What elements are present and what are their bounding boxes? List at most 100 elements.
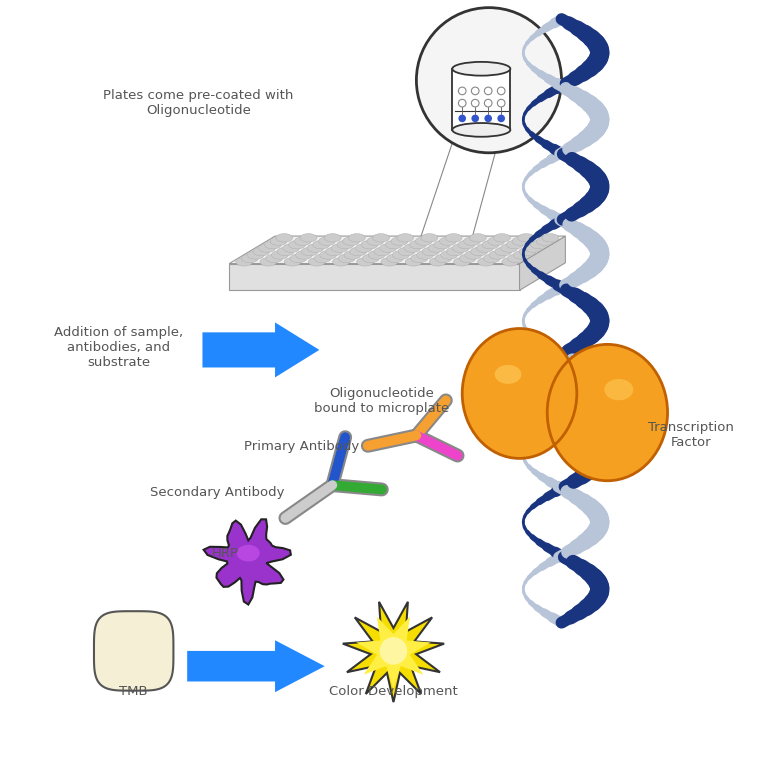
Ellipse shape: [319, 237, 335, 245]
Ellipse shape: [495, 365, 521, 384]
Ellipse shape: [429, 257, 446, 266]
Text: Primary Antibody: Primary Antibody: [244, 440, 359, 454]
Ellipse shape: [355, 244, 372, 252]
Ellipse shape: [338, 254, 355, 263]
Polygon shape: [520, 236, 565, 290]
Ellipse shape: [393, 251, 410, 259]
Ellipse shape: [452, 62, 510, 76]
Ellipse shape: [350, 248, 367, 256]
Ellipse shape: [484, 254, 500, 263]
Text: TMB: TMB: [119, 685, 148, 698]
Ellipse shape: [507, 241, 523, 249]
Ellipse shape: [512, 237, 529, 245]
Ellipse shape: [452, 244, 469, 252]
Ellipse shape: [237, 545, 260, 562]
Ellipse shape: [397, 234, 413, 242]
Ellipse shape: [348, 234, 365, 242]
Ellipse shape: [260, 257, 277, 266]
Ellipse shape: [454, 257, 471, 266]
Text: Oligonucleotide
bound to microplate: Oligonucleotide bound to microplate: [314, 387, 450, 415]
Ellipse shape: [411, 254, 428, 263]
Ellipse shape: [404, 244, 421, 252]
Ellipse shape: [284, 257, 301, 266]
Ellipse shape: [332, 244, 348, 252]
Ellipse shape: [270, 237, 287, 245]
Ellipse shape: [441, 251, 458, 259]
Ellipse shape: [398, 248, 415, 256]
Ellipse shape: [518, 234, 535, 242]
Ellipse shape: [462, 329, 577, 458]
Polygon shape: [94, 611, 173, 691]
Ellipse shape: [410, 241, 426, 249]
Ellipse shape: [373, 234, 390, 242]
Ellipse shape: [482, 241, 499, 249]
Ellipse shape: [296, 251, 312, 259]
Ellipse shape: [439, 237, 456, 245]
Text: Secondary Antibody: Secondary Antibody: [151, 486, 285, 500]
Circle shape: [471, 115, 479, 122]
Ellipse shape: [452, 123, 510, 137]
Ellipse shape: [277, 248, 294, 256]
Ellipse shape: [488, 237, 505, 245]
Circle shape: [497, 115, 505, 122]
Ellipse shape: [416, 237, 432, 245]
Ellipse shape: [495, 248, 512, 256]
Text: HRP: HRP: [212, 547, 239, 561]
Ellipse shape: [236, 257, 253, 266]
Ellipse shape: [314, 254, 331, 263]
Ellipse shape: [357, 257, 374, 266]
Circle shape: [416, 8, 562, 153]
Ellipse shape: [471, 248, 487, 256]
Ellipse shape: [290, 254, 306, 263]
Ellipse shape: [464, 237, 481, 245]
Ellipse shape: [422, 248, 439, 256]
Ellipse shape: [478, 257, 494, 266]
Ellipse shape: [446, 248, 463, 256]
Ellipse shape: [494, 234, 510, 242]
Ellipse shape: [294, 237, 311, 245]
Ellipse shape: [536, 237, 553, 245]
Circle shape: [484, 115, 492, 122]
Polygon shape: [452, 69, 510, 130]
Ellipse shape: [367, 237, 384, 245]
Text: Addition of sample,
antibodies, and
substrate: Addition of sample, antibodies, and subs…: [53, 326, 183, 369]
Ellipse shape: [362, 254, 379, 263]
Polygon shape: [204, 520, 291, 604]
Ellipse shape: [259, 244, 276, 252]
Ellipse shape: [435, 254, 452, 263]
Ellipse shape: [343, 237, 360, 245]
Ellipse shape: [434, 241, 451, 249]
Ellipse shape: [421, 234, 438, 242]
Ellipse shape: [248, 251, 264, 259]
Text: Plates come pre-coated with
Oligonucleotide: Plates come pre-coated with Oligonucleot…: [103, 89, 294, 117]
Ellipse shape: [469, 234, 486, 242]
Ellipse shape: [300, 234, 317, 242]
Ellipse shape: [374, 248, 390, 256]
Ellipse shape: [301, 248, 318, 256]
Ellipse shape: [344, 251, 361, 259]
Ellipse shape: [502, 257, 519, 266]
Text: Transcription
Factor: Transcription Factor: [649, 422, 734, 449]
Ellipse shape: [482, 351, 557, 435]
Ellipse shape: [387, 254, 403, 263]
Ellipse shape: [361, 241, 378, 249]
Ellipse shape: [309, 257, 325, 266]
Ellipse shape: [405, 257, 422, 266]
Ellipse shape: [266, 254, 283, 263]
Ellipse shape: [507, 254, 524, 263]
Ellipse shape: [271, 251, 288, 259]
Polygon shape: [229, 264, 520, 290]
Ellipse shape: [324, 234, 341, 242]
Ellipse shape: [337, 241, 354, 249]
Ellipse shape: [525, 244, 542, 252]
Ellipse shape: [416, 251, 433, 259]
Ellipse shape: [489, 251, 506, 259]
Ellipse shape: [568, 368, 646, 457]
Ellipse shape: [519, 248, 536, 256]
Ellipse shape: [276, 234, 293, 242]
Ellipse shape: [604, 379, 633, 400]
Ellipse shape: [307, 244, 324, 252]
Ellipse shape: [325, 248, 342, 256]
Ellipse shape: [381, 257, 398, 266]
Polygon shape: [187, 640, 325, 692]
